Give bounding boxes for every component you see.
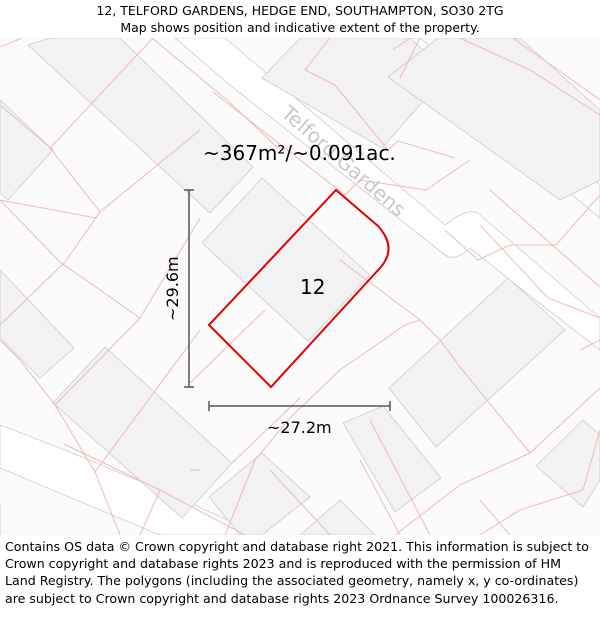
property-outline[interactable] <box>207 188 390 389</box>
map-subtitle: Map shows position and indicative extent… <box>120 20 480 35</box>
parcel-boundaries <box>0 38 600 535</box>
area-label: ~367m²/~0.091ac. <box>203 141 396 165</box>
copyright-footer: Contains OS data © Crown copyright and d… <box>5 538 595 607</box>
dimension-horizontal-label: ~27.2m <box>267 418 332 437</box>
map-canvas: Telford Gardens 12 ~367m²/~0.091ac. ~29.… <box>0 38 600 535</box>
buildings <box>0 38 600 535</box>
map-header: 12, TELFORD GARDENS, HEDGE END, SOUTHAMP… <box>0 0 600 38</box>
copyright-text: Contains OS data © Crown copyright and d… <box>5 539 589 606</box>
dimension-vertical-label: ~29.6m <box>163 256 182 321</box>
horizontal-dimension <box>208 401 391 411</box>
vertical-dimension <box>184 189 194 388</box>
road-telford-gardens <box>174 38 600 351</box>
property-map[interactable]: Telford Gardens 12 ~367m²/~0.091ac. ~29.… <box>0 38 600 535</box>
plot-number: 12 <box>300 275 325 299</box>
property-address: 12, TELFORD GARDENS, HEDGE END, SOUTHAMP… <box>96 3 504 18</box>
